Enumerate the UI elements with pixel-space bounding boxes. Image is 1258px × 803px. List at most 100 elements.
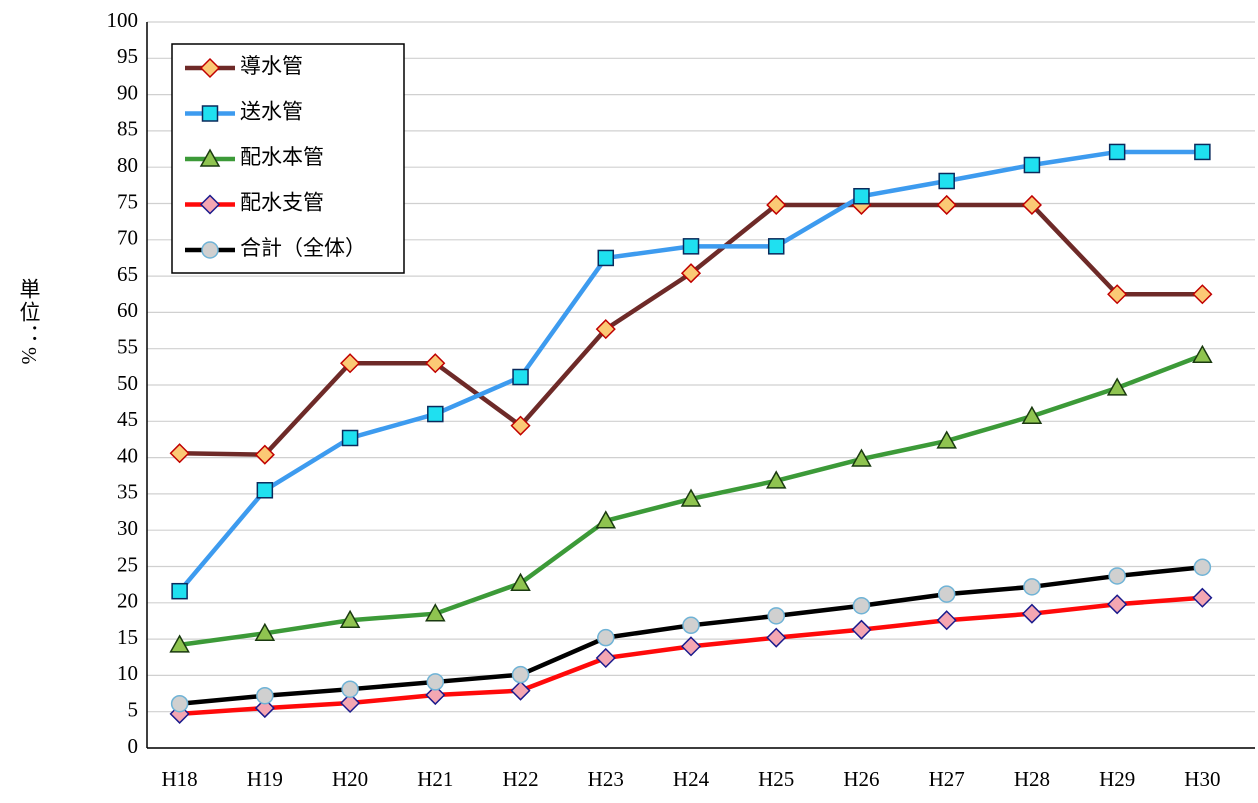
marker <box>254 444 275 465</box>
legend-marker <box>201 241 219 259</box>
y-tick-label: 35 <box>117 480 138 504</box>
legend-label: 合計（全体） <box>240 236 366 260</box>
x-tick-label: H27 <box>929 767 965 791</box>
marker <box>341 680 359 698</box>
marker <box>169 634 190 653</box>
legend-marker <box>201 105 219 122</box>
marker <box>936 430 957 449</box>
y-tick-label: 75 <box>117 189 138 213</box>
marker <box>767 238 785 255</box>
legend-marker <box>199 148 221 167</box>
marker <box>595 510 617 529</box>
marker <box>680 263 702 284</box>
y-tick-label: 85 <box>117 117 138 141</box>
y-tick-label: 10 <box>117 661 138 685</box>
legend-label: 配水本管 <box>240 145 324 169</box>
y-tick-label: 65 <box>117 262 138 286</box>
marker <box>936 194 957 216</box>
marker <box>853 187 870 205</box>
y-axis-label: 単位：% <box>17 278 41 367</box>
y-tick-label: 15 <box>117 625 138 649</box>
marker <box>1192 284 1213 305</box>
marker <box>1192 587 1213 608</box>
marker <box>340 692 361 714</box>
y-tick-label: 50 <box>117 371 138 395</box>
y-tick-label: 20 <box>117 589 138 613</box>
marker <box>1108 567 1126 585</box>
marker <box>341 429 359 447</box>
marker <box>767 607 785 625</box>
y-tick-label: 95 <box>117 44 138 68</box>
y-tick-label: 40 <box>117 443 138 467</box>
y-tick-label: 100 <box>107 8 139 32</box>
marker <box>510 572 531 591</box>
marker <box>680 488 702 507</box>
marker <box>425 684 446 706</box>
marker <box>765 470 787 489</box>
marker <box>340 353 361 374</box>
y-tick-label: 80 <box>117 153 138 177</box>
marker <box>254 622 276 642</box>
x-tick-label: H18 <box>162 767 198 791</box>
marker <box>936 610 957 631</box>
y-tick-label: 5 <box>128 698 139 722</box>
marker <box>1107 594 1128 615</box>
y-tick-label: 70 <box>117 226 138 250</box>
marker <box>510 680 531 701</box>
marker <box>426 673 445 691</box>
y-tick-label: 60 <box>117 298 138 322</box>
series-line <box>179 564 1203 706</box>
y-tick-label: 90 <box>117 80 138 104</box>
legend-marker <box>199 57 221 79</box>
y-tick-label: 45 <box>117 407 138 431</box>
marker <box>766 627 787 648</box>
y-tick-label: 30 <box>117 516 138 540</box>
marker <box>1021 194 1042 216</box>
marker <box>680 636 702 657</box>
marker <box>256 482 274 499</box>
legend-label: 配水支管 <box>240 190 324 214</box>
marker <box>425 603 446 622</box>
marker <box>510 415 531 436</box>
marker <box>851 619 872 640</box>
y-tick-label: 25 <box>117 552 138 576</box>
marker <box>1106 377 1128 396</box>
marker <box>852 596 871 615</box>
marker <box>169 443 190 464</box>
marker <box>1023 156 1041 174</box>
x-tick-label: H23 <box>588 767 624 791</box>
marker <box>938 172 955 190</box>
x-tick-label: H26 <box>843 767 879 791</box>
marker <box>1194 143 1211 161</box>
marker <box>425 353 446 374</box>
x-tick-label: H22 <box>502 767 538 791</box>
marker <box>170 694 189 713</box>
x-tick-label: H30 <box>1184 767 1220 791</box>
marker <box>682 616 700 635</box>
marker <box>595 647 616 669</box>
marker <box>254 698 275 719</box>
marker <box>597 249 615 267</box>
x-tick-label: H24 <box>673 767 710 791</box>
marker <box>1108 143 1126 161</box>
x-tick-label: H28 <box>1014 767 1050 791</box>
marker <box>851 448 872 467</box>
marker <box>256 686 274 705</box>
x-tick-label: H29 <box>1099 767 1135 791</box>
marker <box>1021 603 1042 624</box>
x-tick-label: H21 <box>417 767 453 791</box>
marker <box>597 628 615 647</box>
x-tick-label: H20 <box>332 767 368 791</box>
marker <box>595 319 616 340</box>
marker <box>1023 578 1041 596</box>
x-tick-label: H25 <box>758 767 794 791</box>
marker <box>937 585 956 603</box>
y-tick-label: 55 <box>117 335 138 359</box>
marker <box>766 194 787 216</box>
legend-label: 導水管 <box>240 54 303 78</box>
marker <box>1021 405 1043 424</box>
y-tick-label: 0 <box>128 734 139 758</box>
marker <box>1193 558 1212 576</box>
